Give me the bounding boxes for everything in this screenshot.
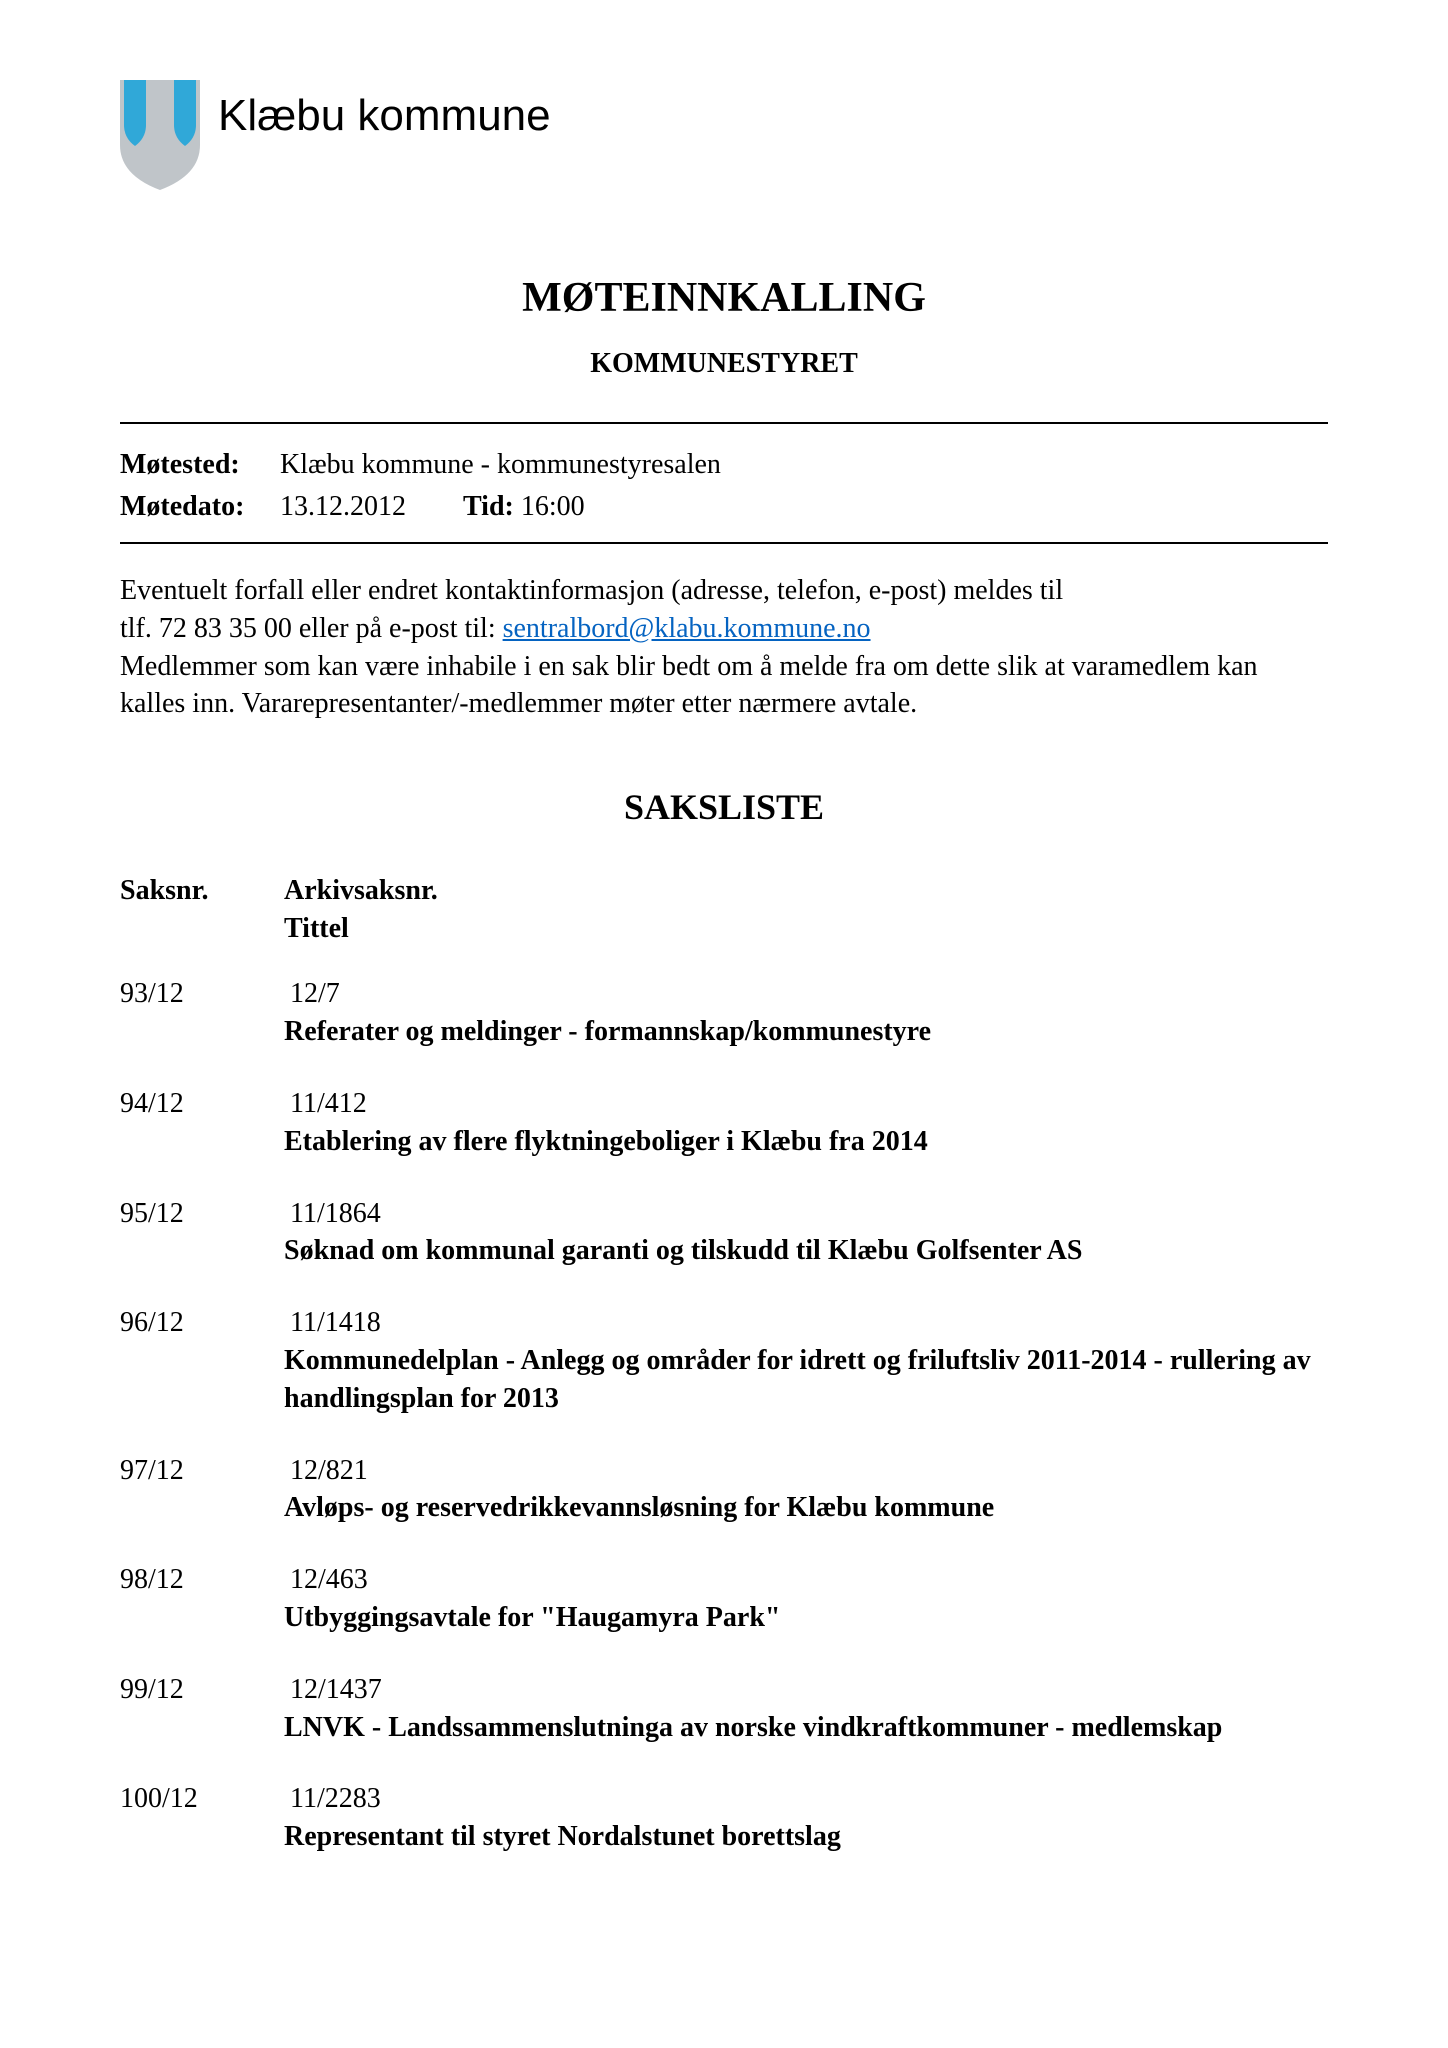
saks-row-saksnr: 94/12 — [120, 1085, 284, 1161]
saks-row-tittel: Avløps- og reservedrikkevannsløsning for… — [284, 1489, 1328, 1527]
saks-row-tittel: Etablering av flere flyktningeboliger i … — [284, 1123, 1328, 1161]
saks-row-saksnr: 95/12 — [120, 1195, 284, 1271]
saks-row: 100/1211/2283Representant til styret Nor… — [120, 1780, 1328, 1856]
notice-text: Eventuelt forfall eller endret kontaktin… — [120, 572, 1328, 723]
meeting-place-row: Møtested: Klæbu kommune - kommunestyresa… — [120, 446, 1328, 484]
meeting-place-label: Møtested: — [120, 446, 280, 484]
saks-row-saksnr: 97/12 — [120, 1452, 284, 1528]
notice-line3: Medlemmer som kan være inhabile i en sak… — [120, 651, 1258, 720]
saks-row-content: 12/463Utbyggingsavtale for "Haugamyra Pa… — [284, 1561, 1328, 1637]
divider-top — [120, 422, 1328, 424]
saks-row-tittel: Kommunedelplan - Anlegg og områder for i… — [284, 1342, 1328, 1418]
saks-row-saksnr: 93/12 — [120, 975, 284, 1051]
saks-row-content: 12/1437LNVK - Landssammenslutninga av no… — [284, 1671, 1328, 1747]
meeting-date-label: Møtedato: — [120, 488, 280, 526]
saks-row-content: 11/412Etablering av flere flyktningeboli… — [284, 1085, 1328, 1161]
meeting-info: Møtested: Klæbu kommune - kommunestyresa… — [120, 446, 1328, 526]
meeting-place-value: Klæbu kommune - kommunestyresalen — [280, 446, 1328, 484]
saks-row: 93/1212/7Referater og meldinger - forman… — [120, 975, 1328, 1051]
saks-row: 99/1212/1437LNVK - Landssammenslutninga … — [120, 1671, 1328, 1747]
saks-row-tittel: Representant til styret Nordalstunet bor… — [284, 1818, 1328, 1856]
saks-row-arkiv: 11/1864 — [290, 1195, 1328, 1233]
saks-row: 94/1211/412Etablering av flere flyktning… — [120, 1085, 1328, 1161]
divider-bottom — [120, 542, 1328, 544]
notice-line1: Eventuelt forfall eller endret kontaktin… — [120, 575, 1063, 606]
saks-row-saksnr: 99/12 — [120, 1671, 284, 1747]
saks-row-content: 11/2283Representant til styret Nordalstu… — [284, 1780, 1328, 1856]
notice-email-link[interactable]: sentralbord@klabu.kommune.no — [503, 613, 871, 644]
saks-row-arkiv: 11/412 — [290, 1085, 1328, 1123]
meeting-date-value: 13.12.2012 Tid: 16:00 — [280, 488, 1328, 526]
meeting-date-text: 13.12.2012 — [280, 491, 406, 522]
saks-row-arkiv: 12/463 — [290, 1561, 1328, 1599]
header: Klæbu kommune — [120, 80, 1328, 190]
saks-header-row: Saksnr. Arkivsaksnr. Tittel — [120, 872, 1328, 948]
saks-row-tittel: Søknad om kommunal garanti og tilskudd t… — [284, 1232, 1328, 1270]
saks-row-tittel: LNVK - Landssammenslutninga av norske vi… — [284, 1709, 1328, 1747]
org-name: Klæbu kommune — [218, 86, 551, 145]
saks-row: 97/1212/821Avløps- og reservedrikkevanns… — [120, 1452, 1328, 1528]
saks-header-tittel: Tittel — [284, 910, 1328, 948]
saks-row-saksnr: 98/12 — [120, 1561, 284, 1637]
saks-row: 98/1212/463Utbyggingsavtale for "Haugamy… — [120, 1561, 1328, 1637]
saks-row-saksnr: 96/12 — [120, 1304, 284, 1417]
saks-row-arkiv: 12/7 — [290, 975, 1328, 1013]
saks-row-arkiv: 12/821 — [290, 1452, 1328, 1490]
saks-row-arkiv: 11/2283 — [290, 1780, 1328, 1818]
saks-row-tittel: Referater og meldinger - formannskap/kom… — [284, 1013, 1328, 1051]
saks-row-content: 11/1864Søknad om kommunal garanti og til… — [284, 1195, 1328, 1271]
saks-row: 95/1211/1864Søknad om kommunal garanti o… — [120, 1195, 1328, 1271]
saks-row-tittel: Utbyggingsavtale for "Haugamyra Park" — [284, 1599, 1328, 1637]
document-title: MØTEINNKALLING — [120, 270, 1328, 327]
saks-row-content: 12/821Avløps- og reservedrikkevannsløsni… — [284, 1452, 1328, 1528]
saks-header-rest: Arkivsaksnr. Tittel — [284, 872, 1328, 948]
meeting-time-label: Tid: — [463, 491, 514, 522]
notice-line2a: tlf. 72 83 35 00 eller på e-post til: — [120, 613, 503, 644]
saks-header-arkiv: Arkivsaksnr. — [284, 872, 1328, 910]
meeting-date-row: Møtedato: 13.12.2012 Tid: 16:00 — [120, 488, 1328, 526]
saks-row-content: 11/1418Kommunedelplan - Anlegg og område… — [284, 1304, 1328, 1417]
saks-row-arkiv: 12/1437 — [290, 1671, 1328, 1709]
saksliste-title: SAKSLISTE — [120, 783, 1328, 832]
saks-row: 96/1211/1418Kommunedelplan - Anlegg og o… — [120, 1304, 1328, 1417]
saks-table: Saksnr. Arkivsaksnr. Tittel 93/1212/7Ref… — [120, 872, 1328, 1856]
document-subtitle: KOMMUNESTYRET — [120, 345, 1328, 383]
saks-row-arkiv: 11/1418 — [290, 1304, 1328, 1342]
meeting-time-value: 16:00 — [521, 491, 585, 522]
saks-header-saksnr: Saksnr. — [120, 872, 284, 948]
saks-row-content: 12/7Referater og meldinger - formannskap… — [284, 975, 1328, 1051]
municipality-logo-icon — [120, 80, 200, 190]
saks-row-saksnr: 100/12 — [120, 1780, 284, 1856]
